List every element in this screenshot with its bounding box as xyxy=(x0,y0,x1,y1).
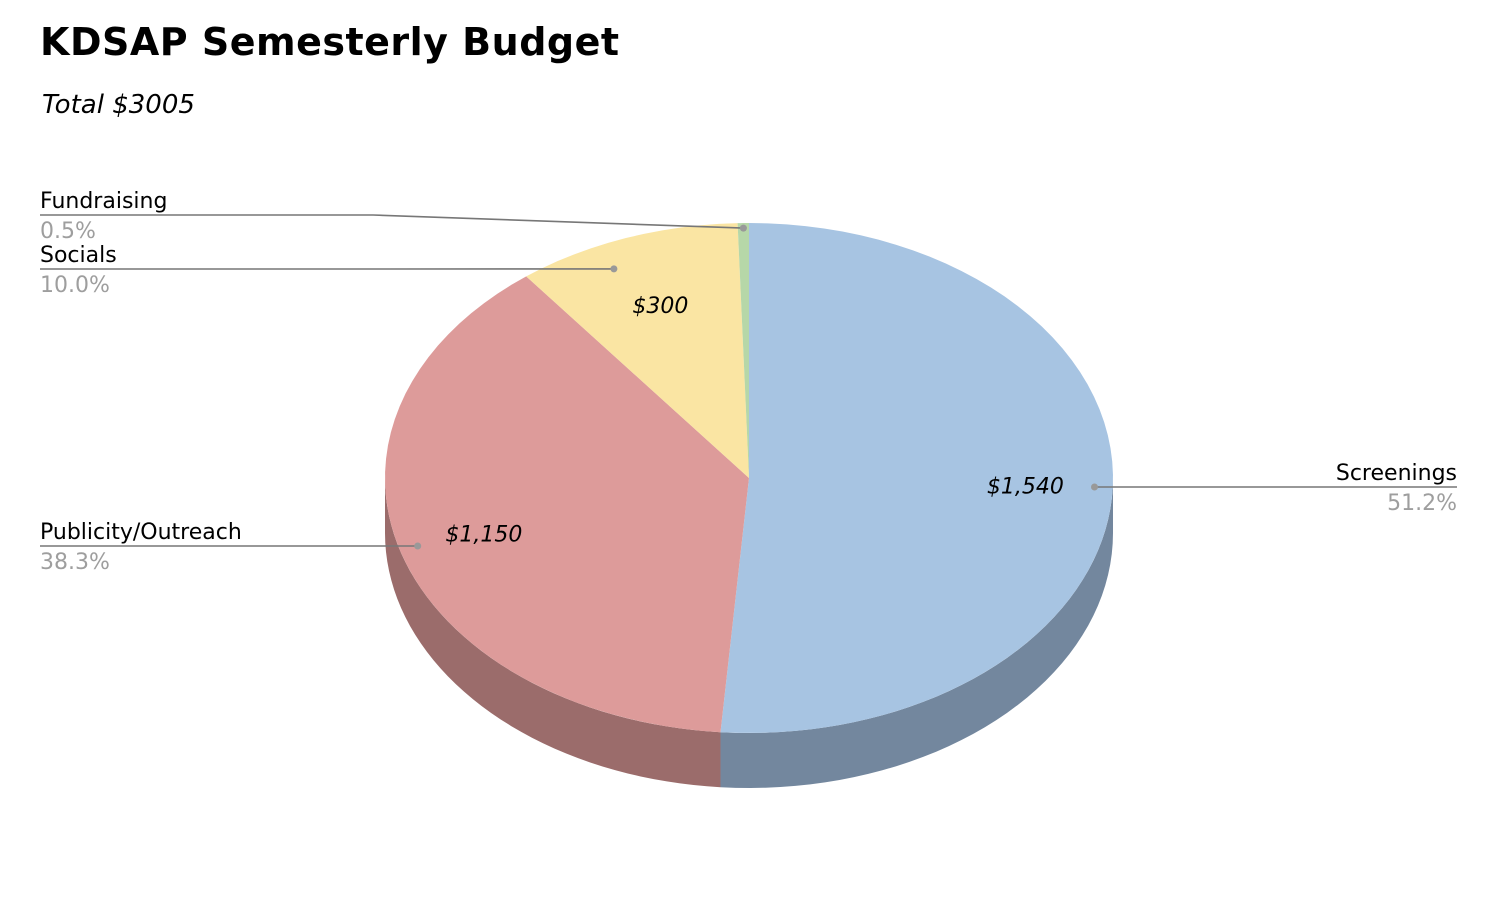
leader-dot-fundraising xyxy=(739,224,747,232)
slice-side-publicity-outreach xyxy=(385,478,721,788)
legend-name-screenings: Screenings xyxy=(1336,461,1457,486)
legend-percent-screenings: 51.2% xyxy=(1387,491,1457,516)
pie-labels: $1,540 Screenings 51.2% $1,150 Publicity/Out… xyxy=(40,189,1457,575)
leader-lines xyxy=(40,214,1457,550)
leader-dot-screenings xyxy=(1091,483,1098,491)
slice-side-screenings xyxy=(720,478,1113,788)
value-label-socials: $300 xyxy=(632,294,688,319)
pie-sides xyxy=(385,478,1113,788)
value-label-publicity-outreach: $1,150 xyxy=(445,522,522,547)
legend-name-fundraising: Fundraising xyxy=(40,189,167,214)
slice-publicity-outreach[interactable] xyxy=(385,276,749,733)
leader-line-fundraising xyxy=(40,214,744,229)
legend-percent-socials: 10.0% xyxy=(40,273,110,298)
pie-tops xyxy=(385,223,1113,733)
chart-subtitle: Total $3005 xyxy=(42,90,195,120)
leader-dot-socials xyxy=(610,265,618,273)
legend-name-socials: Socials xyxy=(40,243,117,268)
chart-title: KDSAP Semesterly Budget xyxy=(40,20,620,64)
legend-percent-publicity-outreach: 38.3% xyxy=(40,550,110,575)
slice-screenings[interactable] xyxy=(720,223,1113,733)
leader-dot-publicity-outreach xyxy=(414,542,422,550)
slice-socials[interactable] xyxy=(526,223,749,478)
slice-fundraising[interactable] xyxy=(737,223,749,478)
value-label-screenings: $1,540 xyxy=(987,475,1064,500)
legend-name-publicity-outreach: Publicity/Outreach xyxy=(40,520,242,545)
legend-percent-fundraising: 0.5% xyxy=(40,219,96,244)
